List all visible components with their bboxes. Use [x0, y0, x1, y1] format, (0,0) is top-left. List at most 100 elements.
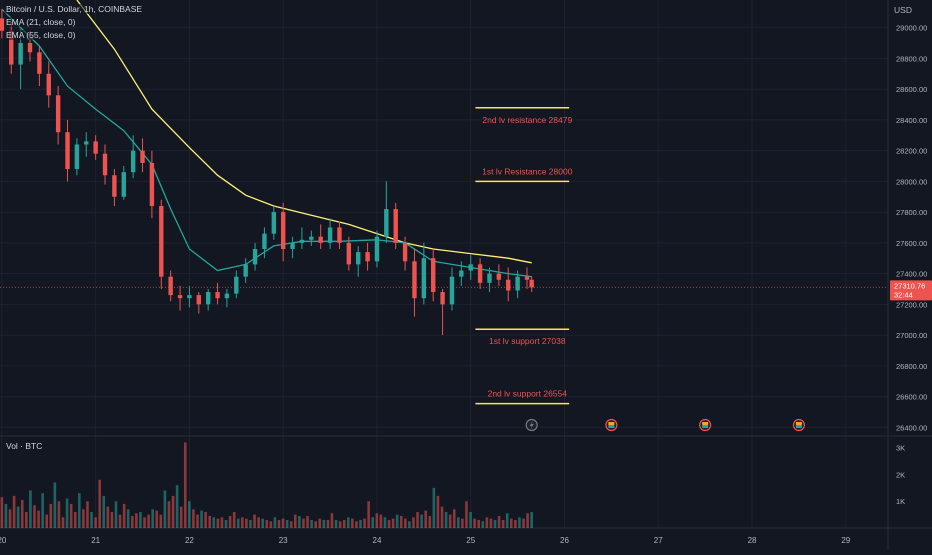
volume-bar[interactable] [289, 521, 293, 528]
volume-bar[interactable] [522, 518, 525, 528]
volume-bar[interactable] [530, 511, 533, 528]
candle-body[interactable] [130, 150, 136, 173]
volume-bar[interactable] [257, 517, 260, 528]
volume-bar[interactable] [224, 519, 228, 528]
volume-bar[interactable] [457, 517, 460, 528]
volume-bar[interactable] [114, 501, 118, 528]
candle-body[interactable] [468, 264, 473, 271]
volume-bar[interactable] [4, 503, 8, 528]
candle-body[interactable] [487, 273, 492, 283]
volume-bar[interactable] [90, 511, 93, 528]
volume-bar[interactable] [326, 519, 330, 528]
volume-bar[interactable] [265, 519, 269, 528]
volume-bar[interactable] [33, 505, 36, 528]
volume-bar[interactable] [94, 517, 97, 528]
volume-bar[interactable] [126, 509, 130, 528]
volume-bar[interactable] [473, 518, 476, 528]
volume-bar[interactable] [61, 517, 65, 528]
volume-bar[interactable] [273, 517, 277, 528]
candle-body[interactable] [196, 295, 201, 305]
volume-bar[interactable] [306, 515, 309, 528]
volume-bar[interactable] [163, 490, 167, 528]
candle-body[interactable] [168, 276, 173, 296]
candle-body[interactable] [431, 258, 436, 293]
volume-bar[interactable] [505, 513, 509, 528]
volume-bar[interactable] [346, 517, 350, 528]
candle-body[interactable] [121, 172, 126, 197]
candle-body[interactable] [65, 132, 70, 170]
volume-bar[interactable] [41, 493, 44, 528]
volume-bar[interactable] [432, 487, 436, 528]
volume-bar[interactable] [73, 511, 77, 528]
volume-bar[interactable] [82, 509, 85, 528]
volume-bar[interactable] [241, 517, 244, 528]
candle-body[interactable] [271, 212, 277, 234]
volume-bar[interactable] [448, 514, 452, 528]
volume-bar[interactable] [485, 517, 489, 528]
volume-bar[interactable] [509, 518, 513, 528]
volume-bar[interactable] [322, 519, 326, 528]
candle-body[interactable] [290, 242, 295, 250]
candle-body[interactable] [412, 261, 417, 299]
volume-bar[interactable] [428, 515, 432, 528]
volume-bar[interactable] [200, 510, 203, 528]
volume-bar[interactable] [45, 514, 49, 528]
volume-bar[interactable] [69, 503, 73, 528]
volume-bar[interactable] [57, 501, 61, 528]
volume-bar[interactable] [514, 519, 517, 528]
volume-bar[interactable] [118, 514, 122, 528]
volume-bar[interactable] [436, 495, 440, 528]
volume-bar[interactable] [277, 519, 281, 528]
candle-body[interactable] [93, 141, 98, 154]
candle-body[interactable] [477, 264, 483, 283]
candle-body[interactable] [440, 292, 445, 305]
candle-body[interactable] [27, 43, 33, 53]
volume-bar[interactable] [375, 513, 379, 528]
volume-bar[interactable] [122, 503, 126, 528]
volume-bar[interactable] [440, 506, 444, 528]
candle-body[interactable] [299, 239, 305, 243]
candle-body[interactable] [215, 292, 220, 299]
volume-bar[interactable] [53, 482, 57, 529]
volume-bar[interactable] [497, 515, 501, 528]
candle-body[interactable] [102, 153, 108, 176]
volume-bar[interactable] [249, 519, 252, 528]
candle-body[interactable] [234, 276, 239, 294]
volume-bar[interactable] [355, 521, 358, 528]
volume-bar[interactable] [171, 495, 175, 528]
ema21-legend[interactable]: EMA (21, close, 0) [4, 17, 78, 27]
volume-bar[interactable] [212, 517, 216, 528]
volume-bar[interactable] [269, 521, 273, 528]
volume-bar[interactable] [175, 485, 179, 528]
volume-bar[interactable] [183, 442, 187, 528]
volume-bar[interactable] [220, 517, 224, 528]
candle-body[interactable] [0, 18, 5, 31]
volume-bar[interactable] [261, 518, 264, 528]
volume-bar[interactable] [232, 511, 236, 528]
volume-bar[interactable] [351, 518, 354, 528]
volume-bar[interactable] [130, 515, 134, 528]
ema55-legend[interactable]: EMA (55, close, 0) [4, 30, 78, 40]
volume-bar[interactable] [0, 497, 4, 528]
candle-body[interactable] [149, 162, 155, 206]
candle-body[interactable] [459, 270, 464, 277]
volume-bar[interactable] [196, 514, 199, 528]
volume-bar[interactable] [16, 506, 20, 528]
volume-bar[interactable] [155, 510, 159, 528]
candle-body[interactable] [205, 292, 211, 305]
volume-bar[interactable] [408, 521, 411, 528]
candle-body[interactable] [74, 144, 80, 170]
volume-bar[interactable] [489, 518, 493, 528]
volume-bar[interactable] [367, 501, 370, 528]
volume-bar[interactable] [37, 510, 40, 528]
volume-bar[interactable] [49, 503, 53, 528]
candle-body[interactable] [402, 242, 408, 262]
candle-body[interactable] [18, 43, 23, 65]
volume-bar[interactable] [86, 501, 89, 528]
volume-bar[interactable] [298, 515, 301, 528]
candle-body[interactable] [356, 252, 361, 265]
candle-body[interactable] [9, 30, 14, 65]
candle-body[interactable] [374, 236, 380, 262]
candle-body[interactable] [187, 295, 192, 299]
